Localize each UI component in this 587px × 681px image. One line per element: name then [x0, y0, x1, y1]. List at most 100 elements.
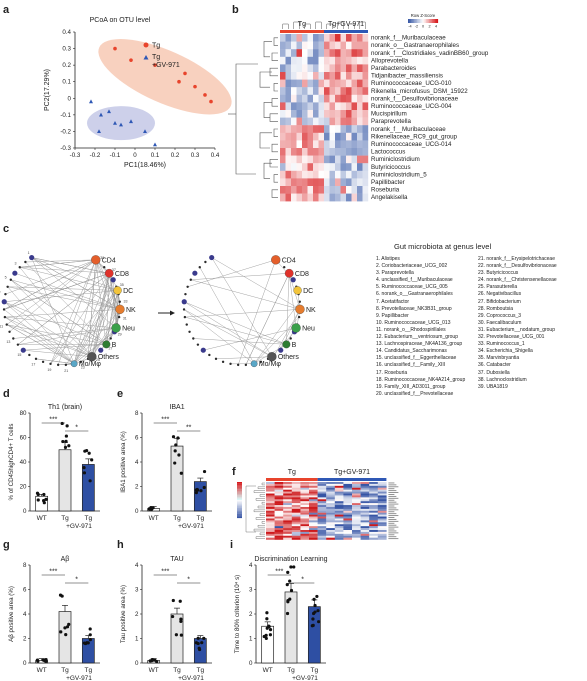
heatmap-cell — [274, 533, 284, 536]
heatmap-cell — [334, 522, 344, 525]
heatmap-cell — [357, 155, 363, 164]
genus-node — [289, 337, 292, 340]
heatmap-cell — [357, 163, 363, 171]
panel-h-letter: h — [117, 539, 124, 551]
heatmap-cell — [352, 493, 361, 496]
heatmap-cell — [343, 499, 353, 502]
row-label: Parabacteroides — [371, 65, 416, 72]
data-point — [317, 620, 321, 624]
genus-legend-title: Gut microbiota at genus level — [394, 242, 492, 251]
group-label-gv: Tg — [197, 515, 205, 522]
heatmap-cell — [343, 524, 353, 527]
heatmap-cell — [362, 170, 369, 179]
heatmap-cell — [307, 64, 314, 73]
genus-legend-item: 21. norank_f__Erysipelotrichaceae — [478, 256, 555, 262]
y-tick-label: 4 — [135, 562, 139, 569]
heatmap-cell — [307, 117, 314, 126]
y-tick-label: 1 — [135, 636, 139, 643]
genus-node — [79, 360, 83, 364]
y-axis-label: IBA1 positive area (%) — [120, 431, 127, 493]
heatmap-cell — [291, 493, 301, 496]
data-point — [42, 501, 46, 505]
group-label-gv2: +GV-971 — [66, 675, 92, 681]
heatmap-cell — [317, 493, 327, 496]
heatmap-cell — [324, 125, 330, 133]
heatmap-cell — [318, 56, 325, 65]
data-point — [82, 471, 87, 475]
heatmap-cell — [266, 491, 275, 494]
immune-node — [250, 360, 258, 368]
heatmap-cell — [343, 522, 353, 525]
dendro-branch — [273, 128, 278, 137]
heatmap-cell — [317, 533, 327, 536]
data-point — [311, 623, 315, 627]
row-label: Angelakisella — [371, 194, 408, 201]
heatmap-cell — [317, 487, 327, 490]
scale-cell — [237, 492, 242, 495]
genus-node — [34, 357, 38, 361]
data-point — [179, 619, 183, 623]
transition-arrow-head — [170, 310, 175, 316]
heatmap-cell — [329, 87, 336, 95]
sig-label: *** — [161, 569, 169, 576]
heatmap-cell — [346, 125, 352, 133]
heatmap-cell — [335, 56, 341, 65]
heatmap-cell — [317, 485, 327, 488]
heatmap-cell — [285, 117, 292, 126]
heatmap-cell — [335, 155, 341, 164]
row-label-mark — [388, 520, 399, 522]
heatmap-cell — [285, 186, 292, 194]
heatmap-cell — [360, 497, 370, 500]
heatmap-cell — [324, 140, 330, 149]
genus-node — [290, 277, 296, 283]
network-edge — [50, 290, 118, 365]
heatmap-cell — [377, 487, 387, 490]
heatmap-cell — [266, 505, 275, 508]
heatmap-cell — [329, 41, 336, 50]
tg-ellipse — [98, 39, 232, 115]
row-label: Papillibacter — [371, 179, 405, 186]
heatmap-cell — [285, 193, 292, 202]
heatmap-cell — [360, 482, 370, 485]
gv-point — [119, 122, 123, 127]
data-point — [88, 479, 92, 483]
heatmap-cell — [360, 505, 370, 508]
heatmap-cell — [329, 178, 336, 187]
heatmap-cell — [334, 533, 344, 536]
heatmap-cell — [307, 41, 314, 50]
heatmap-cell — [369, 535, 378, 538]
heatmap-cell — [309, 512, 318, 515]
heatmap-cell — [291, 482, 301, 485]
heatmap-cell — [296, 64, 303, 73]
heatmap-cell — [326, 499, 335, 502]
group-label-gv: Tg — [85, 515, 93, 522]
heatmap-cell — [283, 530, 292, 533]
row-label-mark — [388, 488, 395, 490]
heatmap-cell — [351, 64, 358, 73]
heatmap-cell — [334, 520, 344, 523]
scale-cell — [426, 19, 428, 23]
heatmap-cell — [291, 520, 301, 523]
genus-node — [186, 285, 189, 288]
heatmap-cell — [334, 535, 344, 538]
heatmap-cell — [343, 503, 353, 506]
heatmap-cell — [280, 193, 286, 202]
row-label-mark — [388, 486, 399, 488]
network-edge — [4, 290, 118, 302]
heatmap-cell — [369, 503, 378, 506]
tg-point — [209, 99, 213, 104]
heatmap-cell — [352, 482, 361, 485]
genus-legend-item: 28. Romboutsia — [478, 305, 514, 312]
scale-cell — [412, 19, 415, 23]
heatmap-cell — [266, 524, 275, 527]
heatmap-cell — [280, 102, 286, 111]
network-edge — [5, 259, 96, 295]
genus-legend-item: 37. Dubosiella — [478, 369, 510, 376]
heatmap-cell — [357, 125, 363, 133]
heatmap-cell — [291, 508, 301, 511]
heatmap-cell — [309, 520, 318, 523]
genus-node — [16, 343, 20, 346]
genus-node — [3, 315, 7, 319]
dendro-branch — [273, 37, 278, 46]
heatmap-cell — [280, 178, 286, 187]
